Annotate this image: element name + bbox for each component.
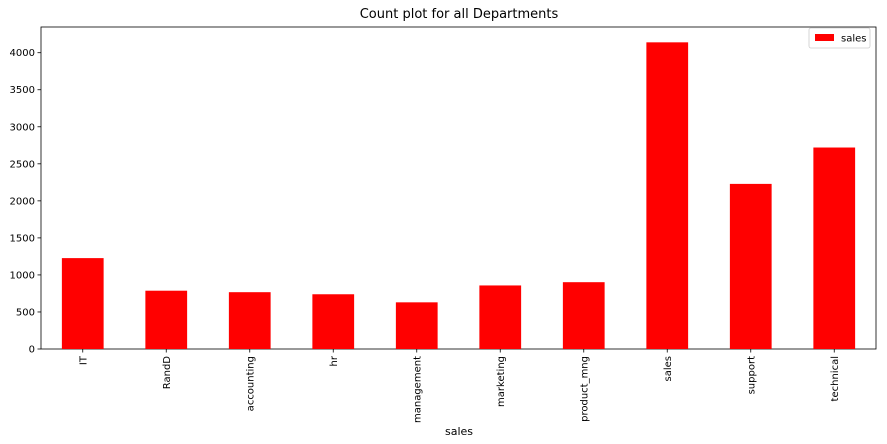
x-tick-label-RandD: RandD — [162, 356, 173, 390]
bar-support — [729, 183, 772, 349]
y-tick-label: 500 — [16, 307, 35, 318]
legend-swatch — [815, 34, 834, 41]
y-tick-label: 3500 — [10, 85, 35, 96]
bar-IT — [61, 258, 104, 349]
x-tick-label-IT: IT — [78, 355, 89, 365]
bar-marketing — [479, 285, 522, 349]
y-tick-label: 2000 — [10, 196, 35, 207]
x-tick-label-hr: hr — [329, 355, 340, 366]
bar-accounting — [228, 292, 271, 349]
bar-RandD — [145, 290, 188, 349]
x-tick-label-support: support — [746, 356, 757, 394]
y-tick-label: 2500 — [10, 159, 35, 170]
legend: sales — [808, 27, 871, 49]
y-tick-label: 0 — [29, 345, 35, 356]
bar-product_mng — [562, 282, 605, 349]
y-tick-label: 1500 — [10, 233, 35, 244]
bar-hr — [312, 294, 355, 349]
y-tick-label: 3000 — [10, 122, 35, 133]
bar-sales — [646, 42, 689, 349]
x-tick-label-technical: technical — [830, 356, 841, 401]
x-tick-label-accounting: accounting — [245, 356, 256, 411]
x-tick-label-management: management — [412, 356, 423, 423]
bar-technical — [813, 147, 856, 349]
x-tick-label-marketing: marketing — [496, 356, 507, 407]
chart-title: Count plot for all Departments — [360, 7, 559, 22]
legend-label: sales — [841, 34, 866, 45]
bar-management — [395, 302, 438, 349]
y-tick-label: 1000 — [10, 270, 35, 281]
legend-box — [808, 27, 871, 49]
x-axis-label: sales — [445, 425, 473, 438]
y-tick-label: 4000 — [10, 48, 35, 59]
x-tick-label-product_mng: product_mng — [579, 356, 590, 422]
plot-area: 0 500 1000 1500 2000 2500 3000 3500 4000 IT RandD a… — [10, 26, 877, 423]
x-tick-label-sales: sales — [663, 356, 674, 381]
